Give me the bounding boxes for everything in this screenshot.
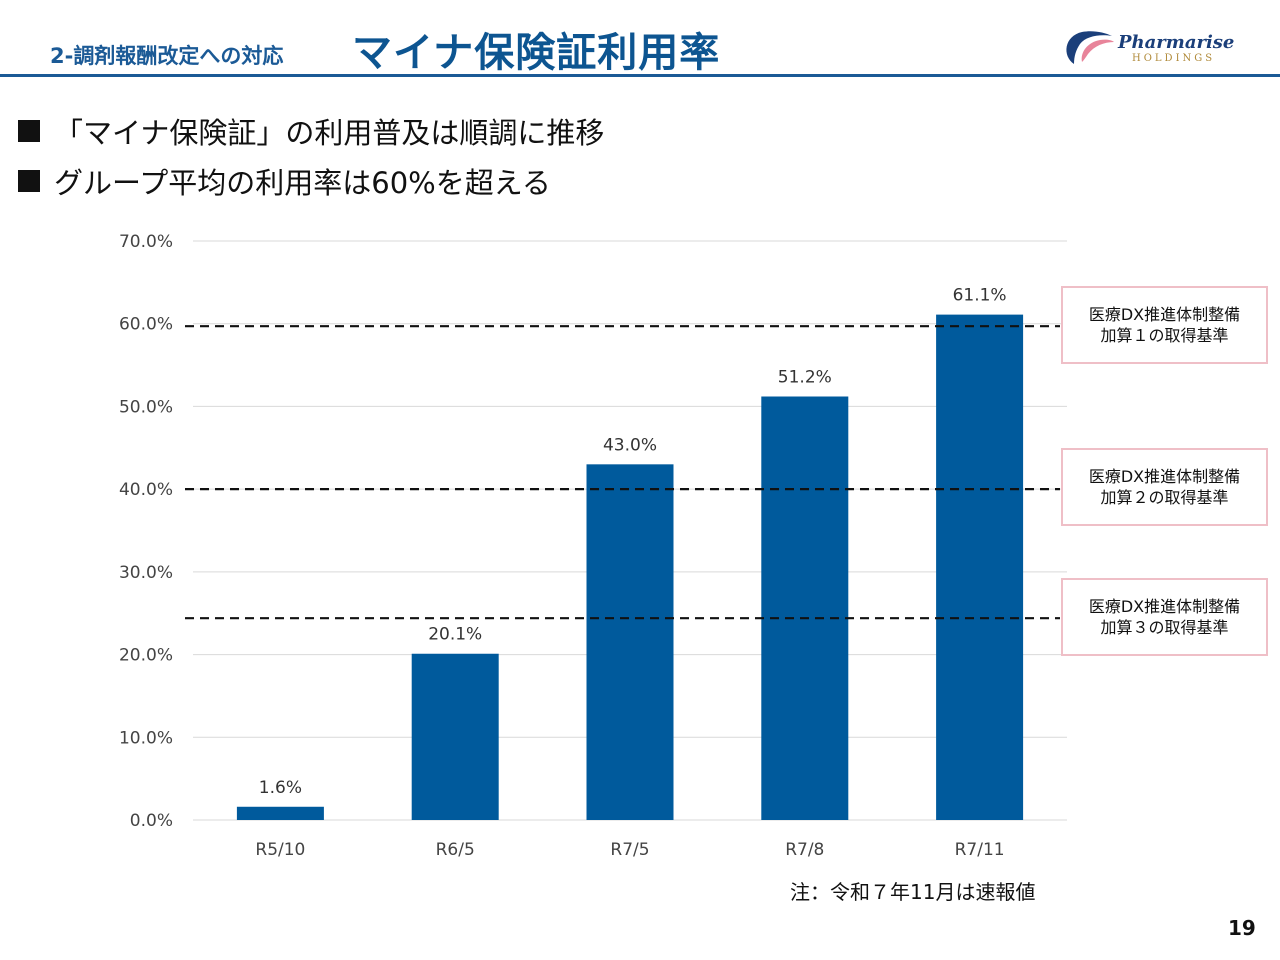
page-number: 19 — [1228, 916, 1256, 940]
criterion-box-2: 医療DX推進体制整備 加算２の取得基準 — [1061, 448, 1268, 526]
logo-subtitle: HOLDINGS — [1132, 53, 1216, 64]
x-tick-label: R7/11 — [955, 840, 1005, 860]
data-label: 20.1% — [428, 625, 482, 645]
page-title: マイナ保険証利用率 — [352, 30, 721, 76]
bar — [236, 806, 324, 820]
bullet-square-icon — [18, 170, 40, 192]
x-tick-label: R5/10 — [255, 840, 305, 860]
bullet-item: 「マイナ保険証」の利用普及は順調に推移 — [18, 106, 604, 156]
header-divider — [0, 74, 1280, 77]
data-label: 61.1% — [953, 286, 1007, 306]
y-tick-label: 20.0% — [119, 646, 173, 666]
bullet-square-icon — [18, 120, 40, 142]
y-tick-label: 70.0% — [119, 232, 173, 252]
criterion-label-line2: 加算３の取得基準 — [1100, 618, 1229, 637]
y-tick-label: 50.0% — [119, 397, 173, 417]
bullet-list: 「マイナ保険証」の利用普及は順調に推移 グループ平均の利用率は60%を超える — [18, 106, 604, 206]
logo-name: Pharmarise — [1118, 32, 1235, 53]
bullet-item: グループ平均の利用率は60%を超える — [18, 156, 604, 206]
bar — [411, 653, 499, 820]
criterion-label-line1: 医療DX推進体制整備 — [1088, 467, 1241, 486]
y-tick-label: 10.0% — [119, 728, 173, 748]
criterion-label-line2: 加算２の取得基準 — [1100, 488, 1229, 507]
bullet-text: グループ平均の利用率は60%を超える — [54, 166, 551, 200]
bullet-text: 「マイナ保険証」の利用普及は順調に推移 — [54, 116, 605, 150]
y-tick-label: 30.0% — [119, 563, 173, 583]
criterion-label-line2: 加算１の取得基準 — [1100, 326, 1229, 345]
x-tick-label: R7/8 — [785, 840, 824, 860]
y-tick-label: 0.0% — [130, 811, 173, 831]
y-tick-label: 60.0% — [119, 315, 173, 335]
bar — [761, 396, 849, 820]
bar — [936, 314, 1024, 820]
x-tick-label: R7/5 — [610, 840, 649, 860]
criterion-box-1: 医療DX推進体制整備 加算１の取得基準 — [1061, 286, 1268, 364]
section-label: 2-調剤報酬改定への対応 — [50, 44, 284, 68]
data-label: 1.6% — [259, 778, 302, 798]
company-logo: Pharmarise HOLDINGS — [1060, 26, 1240, 70]
y-tick-label: 40.0% — [119, 480, 173, 500]
data-label: 51.2% — [778, 368, 832, 388]
footnote: 注：令和７年11月は速報値 — [790, 880, 1036, 904]
x-tick-label: R6/5 — [436, 840, 475, 860]
logo-swoosh-icon — [1066, 31, 1114, 64]
data-label: 43.0% — [603, 435, 657, 455]
criterion-box-3: 医療DX推進体制整備 加算３の取得基準 — [1061, 578, 1268, 656]
bar — [586, 464, 674, 820]
criterion-label-line1: 医療DX推進体制整備 — [1088, 305, 1241, 324]
slide-header: 2-調剤報酬改定への対応 マイナ保険証利用率 Pharmarise HOLDIN… — [0, 0, 1280, 78]
criterion-label-line1: 医療DX推進体制整備 — [1088, 597, 1241, 616]
